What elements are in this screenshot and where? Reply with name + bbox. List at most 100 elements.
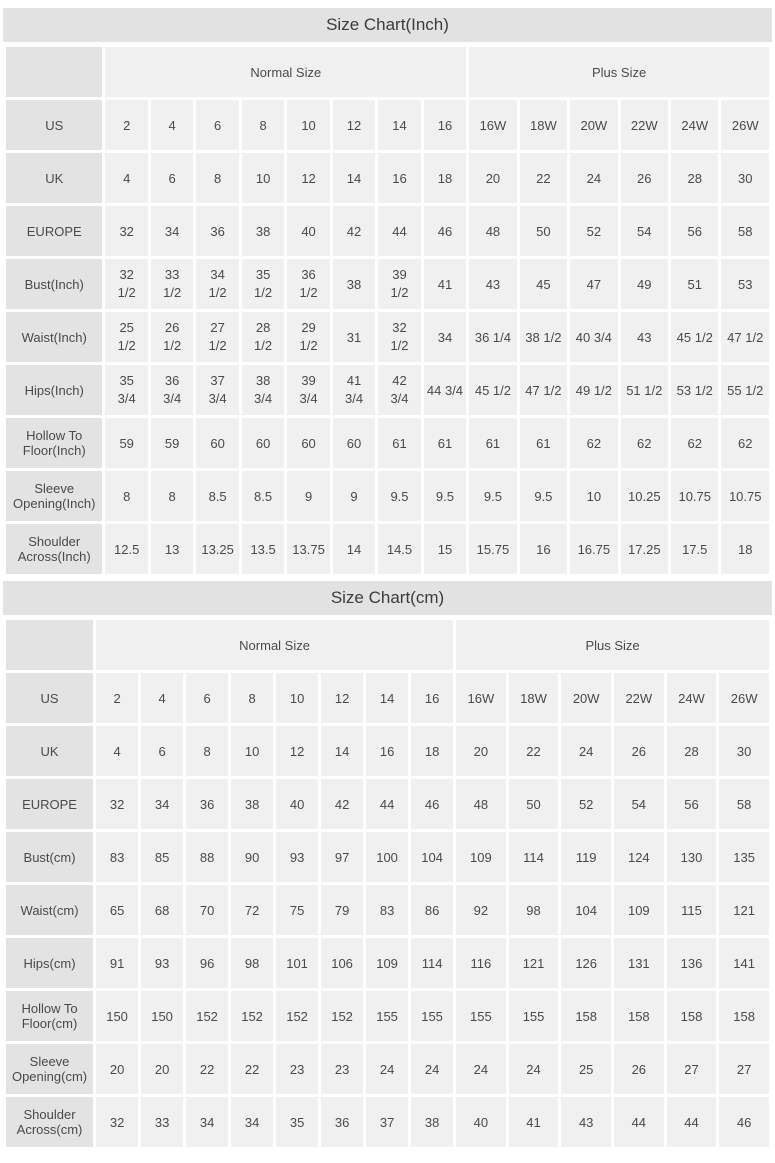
size-value-cell: 47 1/2 — [721, 312, 769, 362]
size-row: UK 4 6 8 10 12 14 16 18 20 22 24 26 28 30 — [6, 726, 769, 776]
size-value-cell: 150 — [141, 991, 184, 1041]
size-value-cell: 44 — [366, 779, 409, 829]
row-label: EUROPE — [6, 206, 103, 256]
size-value-cell: 35 — [276, 1097, 319, 1147]
size-value-cell: 36 3/4 — [150, 365, 194, 415]
size-value-cell: 53 1/2 — [671, 365, 719, 415]
size-value-cell: 29 1/2 — [287, 312, 330, 362]
size-value-cell: 93 — [276, 832, 319, 882]
size-value-cell: 119 — [561, 832, 611, 882]
size-value-cell: 38 1/2 — [519, 312, 568, 362]
size-row: Shoulder Across(cm) 32 33 34 34 35 36 37 38 40 41 4… — [6, 1097, 769, 1147]
size-value-cell: 23 — [276, 1044, 319, 1094]
size-value-cell: 34 — [141, 779, 184, 829]
size-row: Shoulder Across(Inch) 12.5 13 13.25 13.5 13.7… — [6, 524, 769, 574]
plus-size-header: Plus Size — [469, 47, 769, 97]
size-value-cell: 4 — [105, 153, 148, 203]
size-value-cell: 44 — [666, 1097, 717, 1147]
size-value-cell: 18W — [508, 673, 559, 723]
size-value-cell: 27 — [666, 1044, 717, 1094]
size-value-cell: 53 — [721, 259, 769, 309]
size-value-cell: 42 — [321, 779, 364, 829]
size-value-cell: 97 — [321, 832, 364, 882]
size-value-cell: 34 1/2 — [196, 259, 239, 309]
size-value-cell: 41 — [423, 259, 467, 309]
size-value-cell: 48 — [469, 206, 517, 256]
row-label: Hips(Inch) — [6, 365, 103, 415]
size-value-cell: 44 — [378, 206, 421, 256]
row-label: Sleeve Opening(cm) — [6, 1044, 94, 1094]
size-value-cell: 36 — [321, 1097, 364, 1147]
size-value-cell: 8 — [150, 471, 194, 521]
size-value-cell: 45 1/2 — [469, 365, 517, 415]
size-value-cell: 42 3/4 — [378, 365, 421, 415]
size-value-cell: 49 1/2 — [570, 365, 618, 415]
size-value-cell: 20 — [456, 726, 506, 776]
size-value-cell: 61 — [469, 418, 517, 468]
size-value-cell: 158 — [666, 991, 717, 1041]
size-value-cell: 28 1/2 — [241, 312, 285, 362]
size-value-cell: 47 1/2 — [519, 365, 568, 415]
size-value-cell: 46 — [719, 1097, 769, 1147]
size-value-cell: 20W — [570, 100, 618, 150]
corner-cell — [6, 47, 103, 97]
size-value-cell: 10 — [287, 100, 330, 150]
size-value-cell: 26 — [620, 153, 669, 203]
size-row: US 2 4 6 8 10 12 14 16 16W 18W 20W 22W 24W 26W — [6, 673, 769, 723]
size-value-cell: 100 — [366, 832, 409, 882]
size-value-cell: 88 — [186, 832, 229, 882]
size-value-cell: 62 — [721, 418, 769, 468]
size-value-cell: 24W — [671, 100, 719, 150]
size-value-cell: 16.75 — [570, 524, 618, 574]
size-value-cell: 58 — [719, 779, 769, 829]
size-value-cell: 10 — [570, 471, 618, 521]
row-label: US — [6, 673, 94, 723]
size-value-cell: 36 1/4 — [469, 312, 517, 362]
row-label: UK — [6, 726, 94, 776]
size-value-cell: 54 — [614, 779, 664, 829]
size-value-cell: 155 — [456, 991, 506, 1041]
row-label: Shoulder Across(Inch) — [6, 524, 103, 574]
size-value-cell: 20 — [141, 1044, 184, 1094]
size-value-cell: 114 — [411, 938, 454, 988]
size-row: UK 4 6 8 10 12 14 16 18 20 22 24 26 28 30 — [6, 153, 769, 203]
size-value-cell: 38 — [332, 259, 376, 309]
size-value-cell: 47 — [570, 259, 618, 309]
size-value-cell: 9.5 — [423, 471, 467, 521]
size-value-cell: 22 — [186, 1044, 229, 1094]
size-value-cell: 44 3/4 — [423, 365, 467, 415]
column-group-header-row: Normal Size Plus Size — [6, 620, 769, 670]
size-value-cell: 61 — [423, 418, 467, 468]
size-value-cell: 4 — [141, 673, 184, 723]
size-value-cell: 104 — [411, 832, 454, 882]
size-value-cell: 16 — [378, 153, 421, 203]
size-value-cell: 24 — [366, 1044, 409, 1094]
size-value-cell: 115 — [666, 885, 717, 935]
size-value-cell: 36 1/2 — [287, 259, 330, 309]
row-label: Hollow To Floor(cm) — [6, 991, 94, 1041]
size-value-cell: 26 — [614, 1044, 664, 1094]
size-value-cell: 83 — [366, 885, 409, 935]
size-value-cell: 13.75 — [287, 524, 330, 574]
size-value-cell: 50 — [508, 779, 559, 829]
size-value-cell: 18 — [423, 153, 467, 203]
size-value-cell: 61 — [378, 418, 421, 468]
size-value-cell: 28 — [666, 726, 717, 776]
size-value-cell: 116 — [456, 938, 506, 988]
size-value-cell: 9 — [332, 471, 376, 521]
size-value-cell: 51 — [671, 259, 719, 309]
size-value-cell: 32 — [96, 1097, 139, 1147]
size-value-cell: 14.5 — [378, 524, 421, 574]
size-value-cell: 50 — [519, 206, 568, 256]
size-value-cell: 130 — [666, 832, 717, 882]
size-value-cell: 2 — [96, 673, 139, 723]
size-value-cell: 109 — [614, 885, 664, 935]
size-value-cell: 6 — [141, 726, 184, 776]
size-value-cell: 16 — [519, 524, 568, 574]
size-value-cell: 28 — [671, 153, 719, 203]
size-value-cell: 34 — [150, 206, 194, 256]
size-value-cell: 124 — [614, 832, 664, 882]
size-value-cell: 34 — [231, 1097, 274, 1147]
size-value-cell: 16 — [423, 100, 467, 150]
size-value-cell: 24 — [508, 1044, 559, 1094]
